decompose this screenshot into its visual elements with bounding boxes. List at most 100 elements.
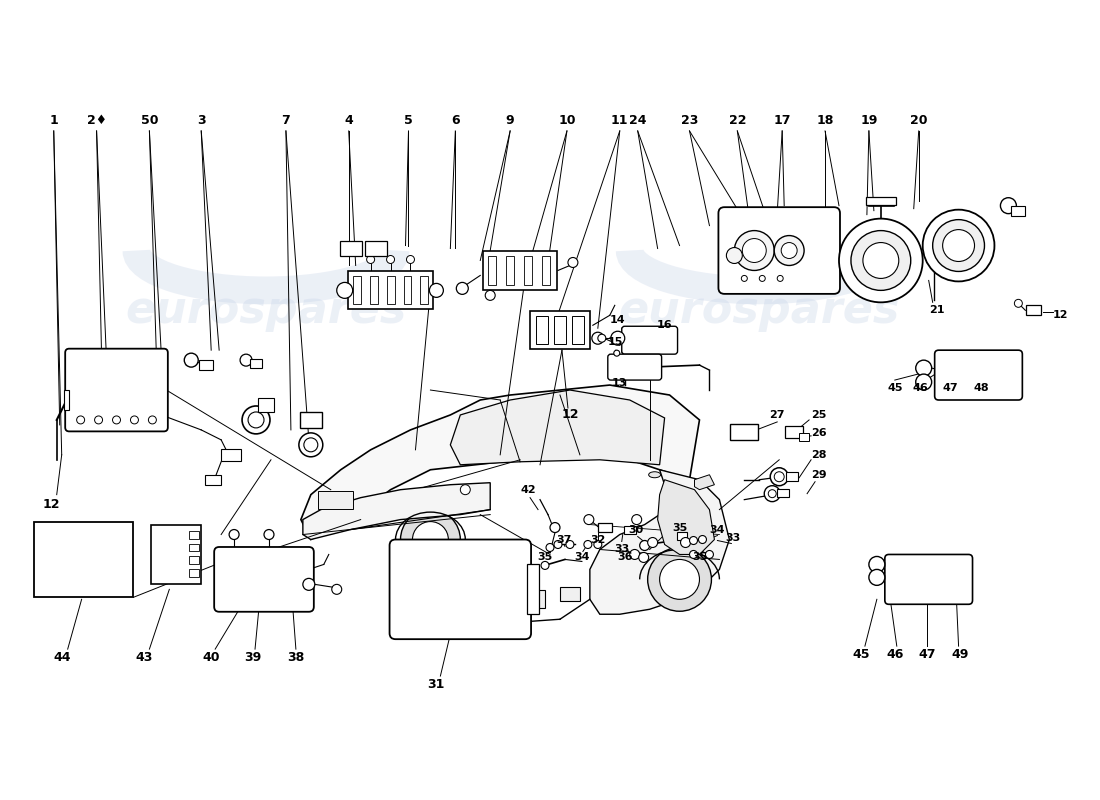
Bar (189, 557, 199, 565)
Bar (778, 489, 789, 497)
Circle shape (456, 282, 469, 294)
Circle shape (759, 275, 766, 282)
Bar (404, 277, 411, 304)
Text: 48: 48 (974, 383, 989, 393)
Polygon shape (590, 470, 729, 614)
Polygon shape (694, 474, 714, 490)
Circle shape (249, 412, 264, 428)
Polygon shape (302, 482, 491, 539)
Circle shape (648, 538, 658, 547)
Text: 17: 17 (773, 114, 791, 127)
Bar (364, 241, 386, 256)
Circle shape (264, 530, 274, 539)
Bar (676, 531, 686, 539)
Bar (152, 525, 201, 584)
Circle shape (774, 472, 784, 482)
Circle shape (933, 220, 984, 271)
Text: 2♦: 2♦ (87, 114, 107, 127)
Bar (340, 241, 362, 256)
Text: 50: 50 (141, 114, 158, 127)
FancyBboxPatch shape (718, 207, 840, 294)
Circle shape (851, 230, 911, 290)
Text: 33: 33 (614, 545, 629, 554)
Text: 46: 46 (887, 648, 903, 661)
Circle shape (660, 559, 700, 599)
Text: 35: 35 (538, 553, 552, 562)
Bar (483, 250, 558, 290)
Bar (730, 424, 758, 440)
Bar (318, 490, 353, 509)
Circle shape (597, 334, 606, 342)
Bar (785, 426, 803, 438)
Circle shape (77, 416, 85, 424)
Bar (524, 255, 532, 286)
Bar (597, 523, 612, 532)
Bar (64, 390, 69, 410)
Text: 34: 34 (574, 553, 590, 562)
Circle shape (639, 553, 649, 562)
Text: 31: 31 (427, 678, 444, 690)
Text: 23: 23 (681, 114, 698, 127)
Circle shape (614, 350, 619, 356)
Circle shape (705, 550, 714, 558)
Text: 24: 24 (629, 114, 647, 127)
Circle shape (698, 535, 706, 543)
Circle shape (869, 570, 884, 586)
Text: 34: 34 (710, 525, 725, 534)
Circle shape (407, 255, 415, 263)
Circle shape (1000, 198, 1016, 214)
Circle shape (95, 416, 102, 424)
Circle shape (778, 275, 783, 282)
Text: 42: 42 (520, 485, 536, 494)
Bar (34, 522, 133, 597)
Circle shape (735, 230, 774, 270)
Bar (206, 474, 221, 485)
Circle shape (299, 433, 322, 457)
Bar (1026, 306, 1041, 315)
Circle shape (242, 406, 270, 434)
Bar (506, 255, 514, 286)
Text: 47: 47 (917, 648, 935, 661)
Circle shape (240, 354, 252, 366)
Circle shape (546, 543, 554, 551)
Circle shape (681, 538, 691, 547)
Bar (530, 311, 590, 349)
Circle shape (386, 255, 395, 263)
Circle shape (485, 290, 495, 300)
Circle shape (774, 235, 804, 266)
Text: eurospares: eurospares (125, 289, 407, 332)
Text: 6: 6 (451, 114, 460, 127)
Circle shape (915, 374, 932, 390)
Text: 33: 33 (726, 533, 741, 542)
Circle shape (690, 537, 697, 545)
Text: 39: 39 (244, 650, 262, 664)
FancyBboxPatch shape (621, 326, 678, 354)
Text: 15: 15 (608, 338, 624, 347)
Text: 49: 49 (952, 648, 969, 661)
Circle shape (742, 238, 767, 262)
Bar (527, 565, 539, 614)
Bar (349, 271, 433, 310)
Circle shape (304, 438, 318, 452)
Circle shape (690, 550, 697, 558)
Circle shape (640, 541, 650, 550)
Text: 19: 19 (860, 114, 878, 127)
Circle shape (366, 255, 375, 263)
Circle shape (568, 258, 578, 267)
Text: 45: 45 (852, 648, 870, 661)
Circle shape (726, 247, 742, 263)
Circle shape (768, 490, 777, 498)
Bar (515, 590, 544, 608)
Text: 22: 22 (728, 114, 746, 127)
Polygon shape (450, 390, 664, 465)
FancyBboxPatch shape (214, 547, 314, 612)
Text: 12: 12 (43, 498, 60, 511)
FancyBboxPatch shape (389, 539, 531, 639)
Text: 20: 20 (910, 114, 927, 127)
Text: 37: 37 (557, 534, 572, 545)
Ellipse shape (649, 472, 661, 478)
Text: 9: 9 (506, 114, 515, 127)
Circle shape (148, 416, 156, 424)
Text: 25: 25 (812, 410, 827, 420)
FancyBboxPatch shape (884, 554, 972, 604)
